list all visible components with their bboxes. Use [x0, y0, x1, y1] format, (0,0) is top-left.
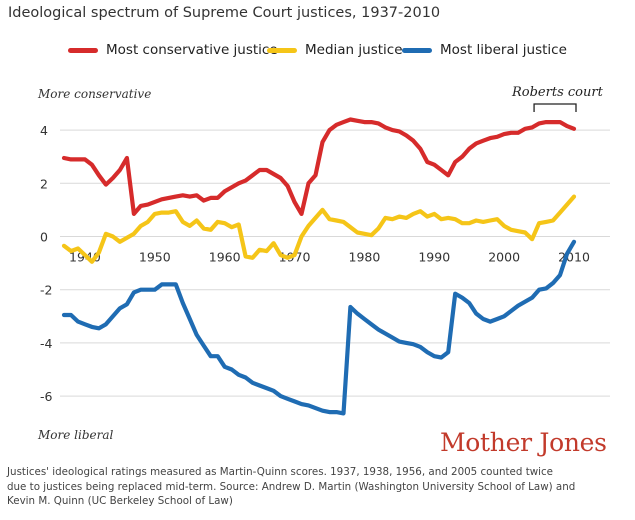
footnote-line-2: due to justices being replaced mid-term.… — [7, 480, 576, 493]
y-tick-label: 2 — [40, 176, 48, 191]
roberts-court-bracket — [533, 103, 577, 112]
series-line-median — [61, 194, 577, 264]
mother-jones-logo: Mother Jones — [440, 428, 607, 457]
series-line-conservative — [61, 117, 577, 216]
y-tick-label: -2 — [40, 283, 52, 298]
chart-title: Ideological spectrum of Supreme Court ju… — [8, 5, 441, 21]
legend-label-conservative: Most conservative justice — [106, 42, 278, 58]
y-tick-label: -4 — [40, 336, 53, 351]
y-tick-label: 4 — [40, 123, 48, 138]
legend-label-liberal: Most liberal justice — [440, 42, 567, 58]
x-tick-label: 1990 — [418, 250, 450, 265]
x-tick-label: 1950 — [139, 250, 171, 265]
x-tick-label: 1960 — [209, 250, 241, 265]
y-tick-label: 0 — [40, 230, 48, 245]
legend: Most conservative justice Median justice… — [0, 42, 635, 64]
annotation-more-liberal: More liberal — [38, 428, 114, 442]
footnote-line-1: Justices' ideological ratings measured a… — [7, 466, 554, 478]
legend-label-median: Median justice — [305, 42, 403, 58]
annotation-more-conservative: More conservative — [38, 87, 152, 101]
legend-swatch-median — [267, 47, 297, 53]
series-line-liberal — [61, 239, 577, 416]
legend-item-median: Median justice — [267, 42, 403, 58]
x-tick-label: 2000 — [488, 250, 520, 265]
legend-swatch-conservative — [68, 47, 98, 53]
legend-swatch-liberal — [402, 47, 432, 53]
annotation-roberts-court: Roberts court — [512, 85, 603, 100]
legend-item-conservative: Most conservative justice — [68, 42, 278, 58]
x-tick-label: 1980 — [349, 250, 381, 265]
footnote: Justices' ideological ratings measured a… — [7, 465, 627, 509]
legend-item-liberal: Most liberal justice — [402, 42, 567, 58]
y-tick-label: -6 — [40, 389, 53, 404]
footnote-line-3: Kevin M. Quinn (UC Berkeley School of La… — [7, 495, 233, 507]
